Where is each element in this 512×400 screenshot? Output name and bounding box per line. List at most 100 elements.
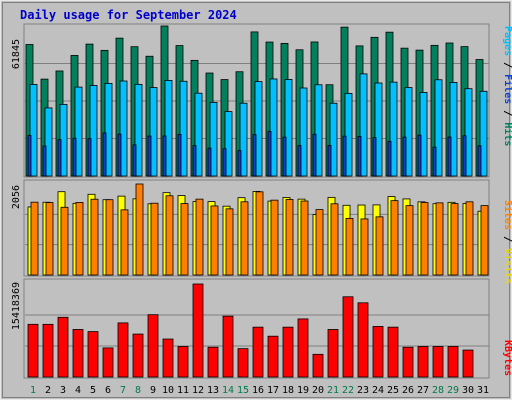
legend-visits-sites: Sites / Visits [502,200,512,284]
kbytes-panel: 15418369 KBytes [11,278,512,379]
pages-bar [417,134,422,177]
kbytes-bar [372,326,384,378]
day-label: 5 [90,385,96,396]
files-bar [164,80,173,177]
day-label: 29 [447,385,459,396]
sites-bar [90,198,99,276]
day-label: 20 [312,385,324,396]
day-label: 13 [207,385,219,396]
day-label: 21 [327,385,339,396]
sites-bar [285,199,294,276]
files-bar [224,111,233,177]
kbytes-bar [357,302,369,378]
pages-bar [357,136,362,177]
files-bar [29,84,38,177]
day-label: 6 [105,385,111,396]
kbytes-bar [117,322,129,378]
sites-bar [450,203,459,276]
sites-bar [375,216,384,276]
sites-bar [75,202,84,276]
files-bar [209,101,218,177]
visits-sites-bars [25,183,489,276]
legend-hits-files-pages: Pages / Files / Hits [502,26,512,146]
day-label: 14 [222,385,234,396]
day-label: 10 [162,385,174,396]
day-label: 15 [237,385,249,396]
sites-bar [135,183,144,276]
files-bar [329,102,338,177]
pages-bar [477,145,482,177]
sites-bar [45,202,54,276]
day-label: 19 [297,385,309,396]
files-bar [284,79,293,177]
files-bar [389,81,398,177]
legend-hits: Hits [502,122,512,146]
day-label: 26 [402,385,414,396]
files-bar [239,102,248,177]
kbytes-bar [402,346,414,378]
sites-bar [225,208,234,276]
kbytes-bar [462,349,474,378]
sites-bar [120,209,129,276]
kbytes-bar [57,316,69,378]
sites-bar [210,205,219,276]
kbytes-bar [297,318,309,378]
pages-bar [312,133,317,177]
sites-bar [105,199,114,276]
kbytes-bar [87,331,99,378]
sites-bar [360,218,369,276]
kbytes-bar [177,346,189,378]
hits-files-pages-bars [25,25,489,177]
pages-bar [72,137,77,177]
legend-pages: Pages [502,26,512,56]
pages-bar [387,140,392,177]
files-bar [314,84,323,177]
kbytes-bar [162,338,174,378]
day-label: 30 [462,385,474,396]
files-bar [269,78,278,177]
sites-bar [255,191,264,276]
pages-bar [267,130,272,177]
legend-visits: Visits [502,248,512,284]
day-label: 3 [60,385,66,396]
files-bar [449,82,458,177]
pages-bar [372,137,377,177]
files-bar [104,82,113,177]
pages-bar [87,138,92,177]
pages-bar [222,148,227,177]
kbytes-bar [252,326,264,378]
pages-bar [42,145,47,177]
sites-bar [465,201,474,276]
pages-bar [282,136,287,177]
kbytes-bar [132,333,144,378]
files-bar [134,83,143,177]
pages-bar [177,134,182,177]
sites-bar [30,201,39,276]
kbytes-bars [25,283,489,378]
pages-bar [447,136,452,177]
pages-bar [132,144,137,177]
kbytes-bar [387,326,399,378]
files-bar [89,85,98,177]
sites-bar [270,199,279,276]
pages-bar [102,132,107,177]
day-label: 1 [30,385,36,396]
legend-files: Files [502,74,512,104]
kbytes-bar [192,283,204,378]
kbytes-bar [27,323,39,378]
kbytes-bar [222,315,234,378]
pages-bar [342,135,347,177]
files-bar [44,107,53,177]
day-label: 25 [387,385,399,396]
kbytes-bar [207,346,219,378]
sites-bar [150,202,159,276]
kbytes-bar [447,346,459,378]
kbytes-bar [327,329,339,378]
legend-kbytes: KBytes [502,340,512,376]
files-bar [74,86,83,177]
sites-bar [405,205,414,276]
sites-bar [435,202,444,276]
